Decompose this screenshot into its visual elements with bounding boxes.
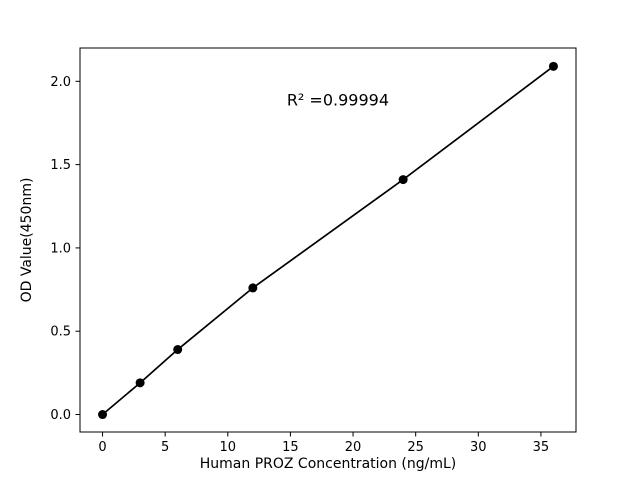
x-tick-label: 10 (220, 440, 237, 455)
x-tick-label: 20 (345, 440, 362, 455)
data-point (248, 283, 258, 293)
y-tick-label: 2.0 (50, 75, 71, 90)
fit-line (101, 65, 555, 416)
x-tick-label: 15 (282, 440, 299, 455)
data-point (173, 345, 183, 355)
data-point (135, 378, 145, 388)
data-point (398, 175, 408, 185)
x-axis-label: Human PROZ Concentration (ng/mL) (200, 456, 457, 472)
y-tick-label: 0.5 (50, 325, 71, 340)
y-tick-label: 0.0 (50, 408, 71, 423)
r-squared-annotation: R² =0.99994 (287, 91, 389, 110)
y-tick-label: 1.5 (50, 158, 71, 173)
x-tick-label: 30 (470, 440, 487, 455)
data-point (98, 410, 108, 420)
data-point (548, 61, 558, 71)
x-tick-label: 25 (407, 440, 424, 455)
x-tick-label: 0 (98, 440, 106, 455)
x-tick-label: 5 (161, 440, 169, 455)
y-tick-label: 1.0 (50, 241, 71, 256)
y-axis-label: OD Value(450nm) (19, 178, 35, 303)
x-tick-label: 35 (533, 440, 550, 455)
